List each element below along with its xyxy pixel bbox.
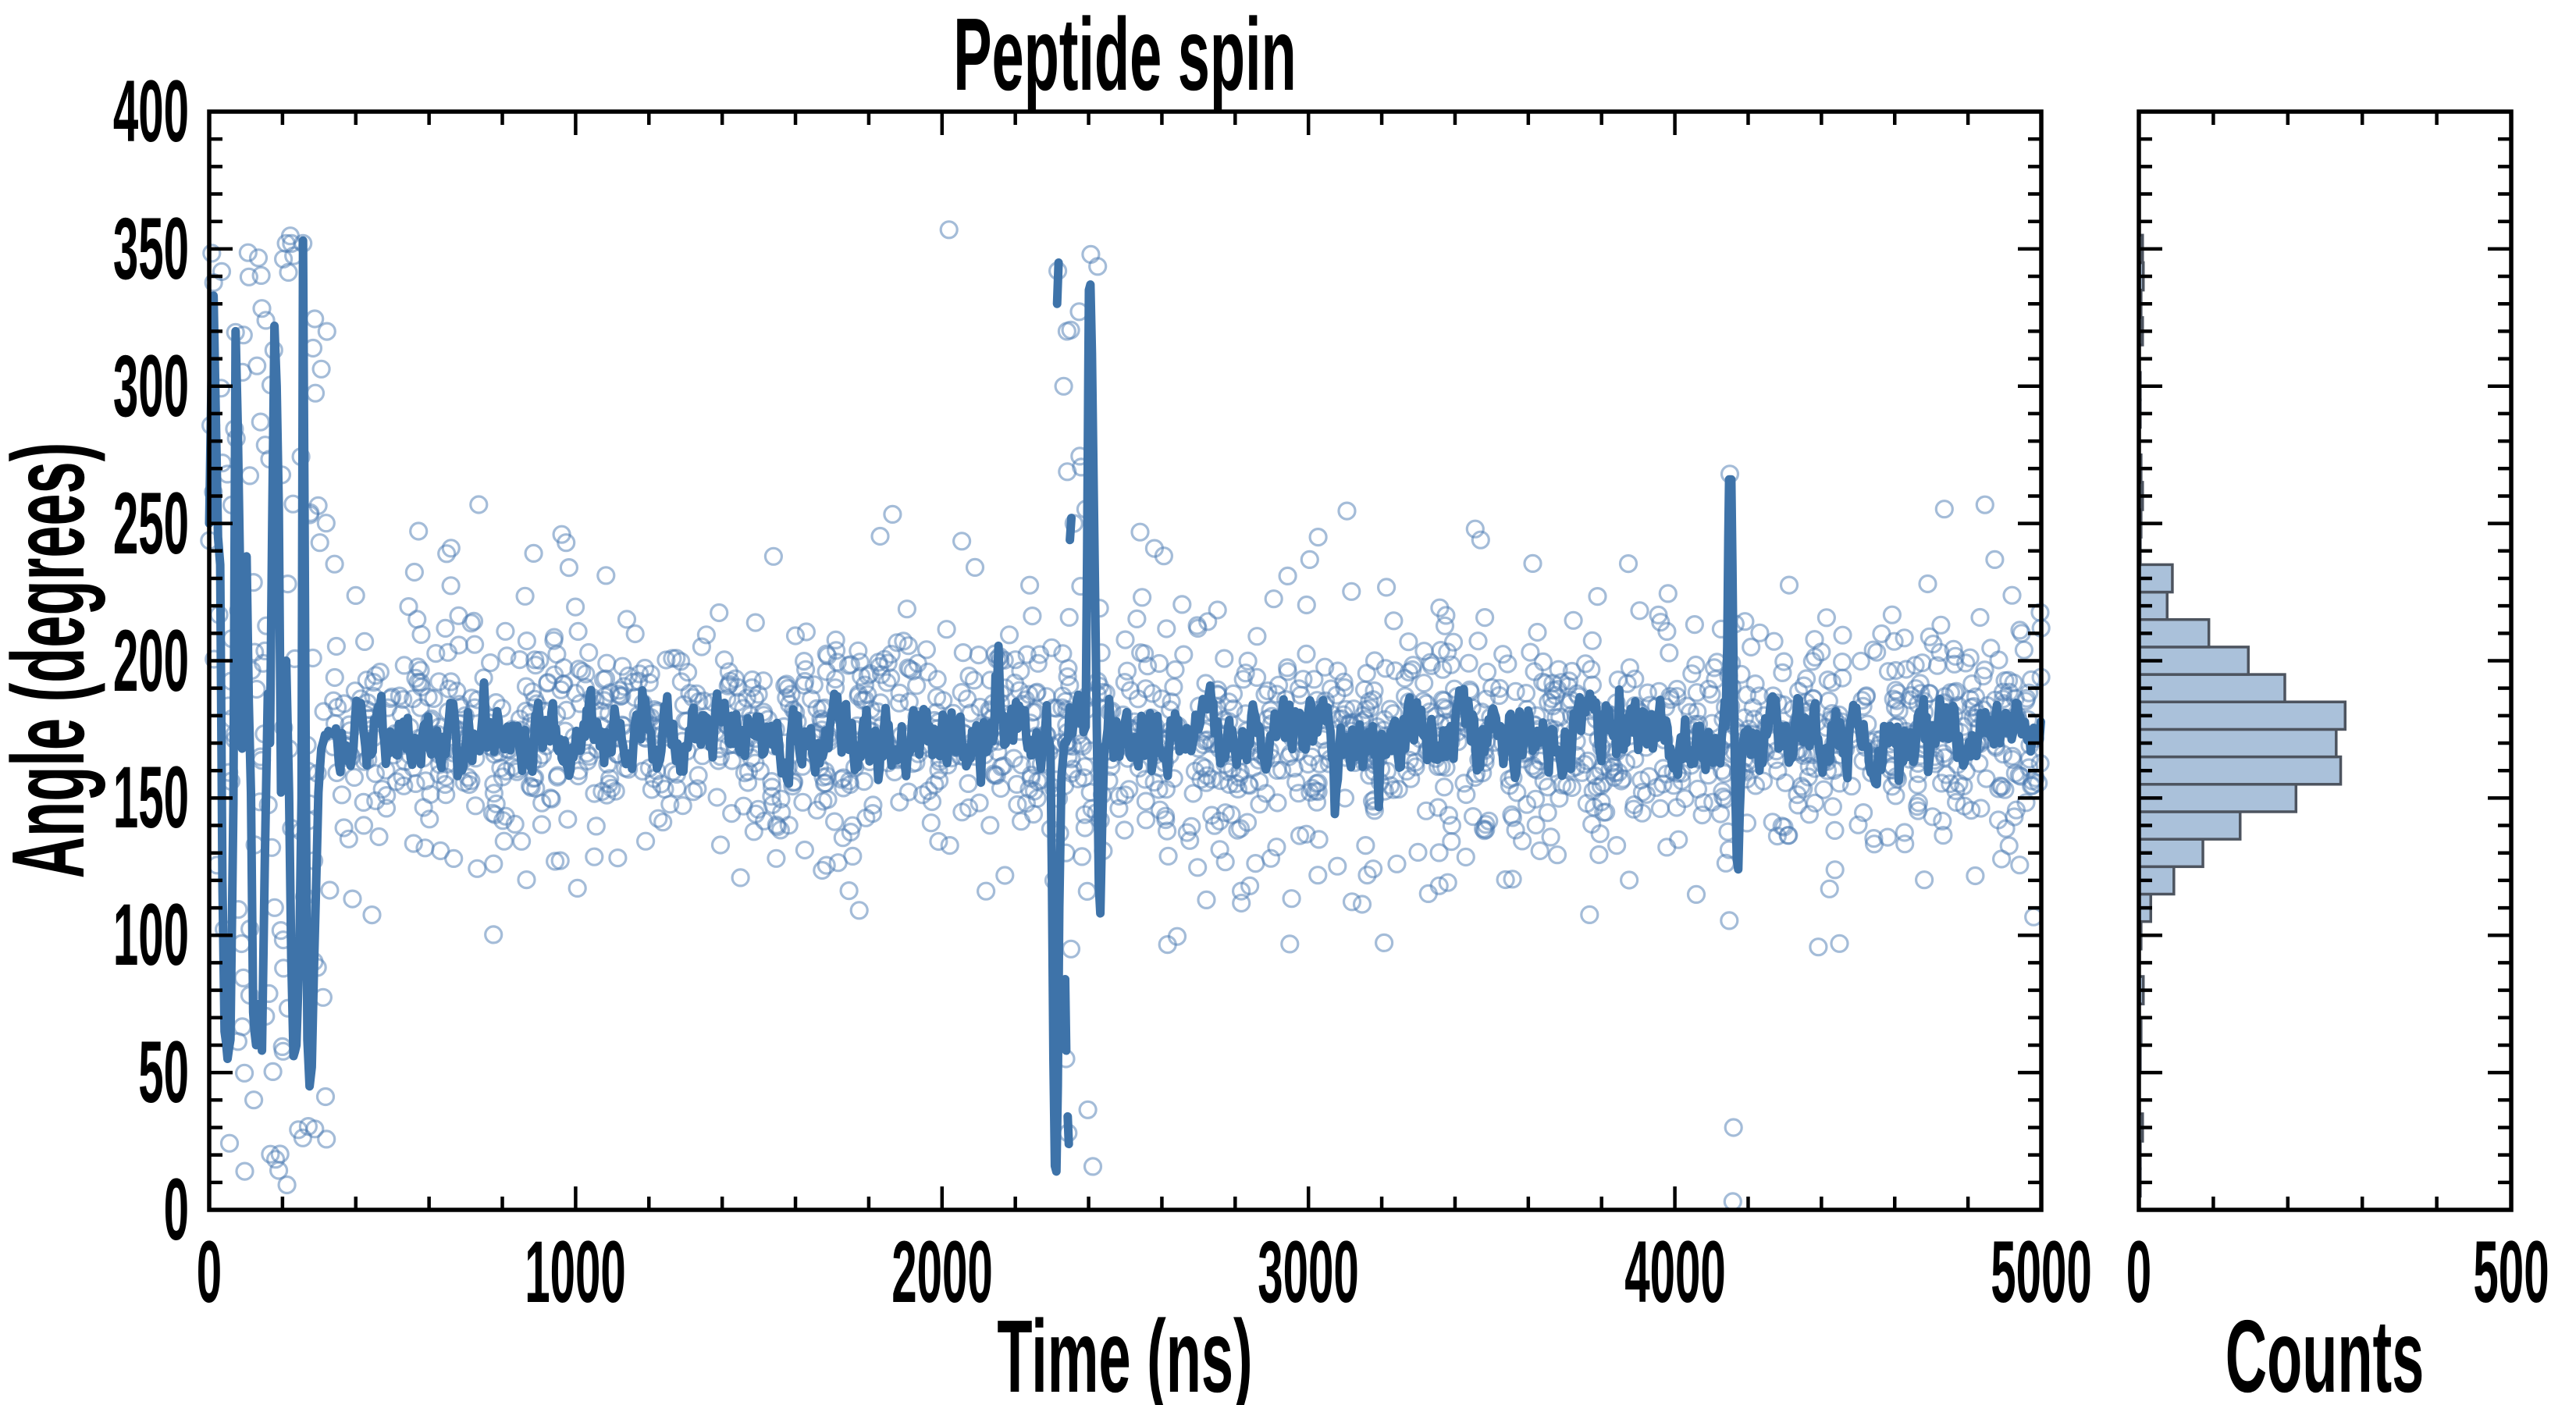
- main-plot-frame: [207, 109, 2044, 1212]
- histogram-bars: [2137, 233, 2347, 1198]
- histogram-bar: [2137, 727, 2338, 759]
- trend-line-fragment: [1066, 514, 1076, 545]
- trend-line: [205, 236, 2045, 1176]
- trend-line-fragment: [1052, 258, 1063, 308]
- histogram-bar: [2137, 755, 2343, 786]
- histogram-bar: [2137, 673, 2286, 704]
- trend-line-fragment: [1063, 1112, 1073, 1149]
- histogram-bar: [2137, 700, 2347, 731]
- histogram-bar: [2137, 810, 2242, 841]
- histogram-frame: [2137, 109, 2514, 1212]
- histogram-bar: [2137, 783, 2298, 813]
